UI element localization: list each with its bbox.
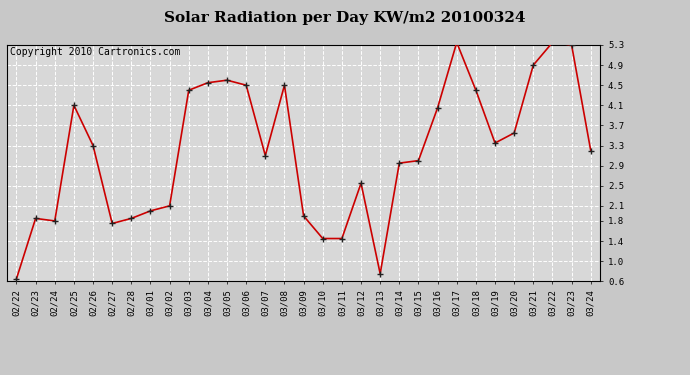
Text: Copyright 2010 Cartronics.com: Copyright 2010 Cartronics.com (10, 47, 180, 57)
Text: Solar Radiation per Day KW/m2 20100324: Solar Radiation per Day KW/m2 20100324 (164, 11, 526, 25)
